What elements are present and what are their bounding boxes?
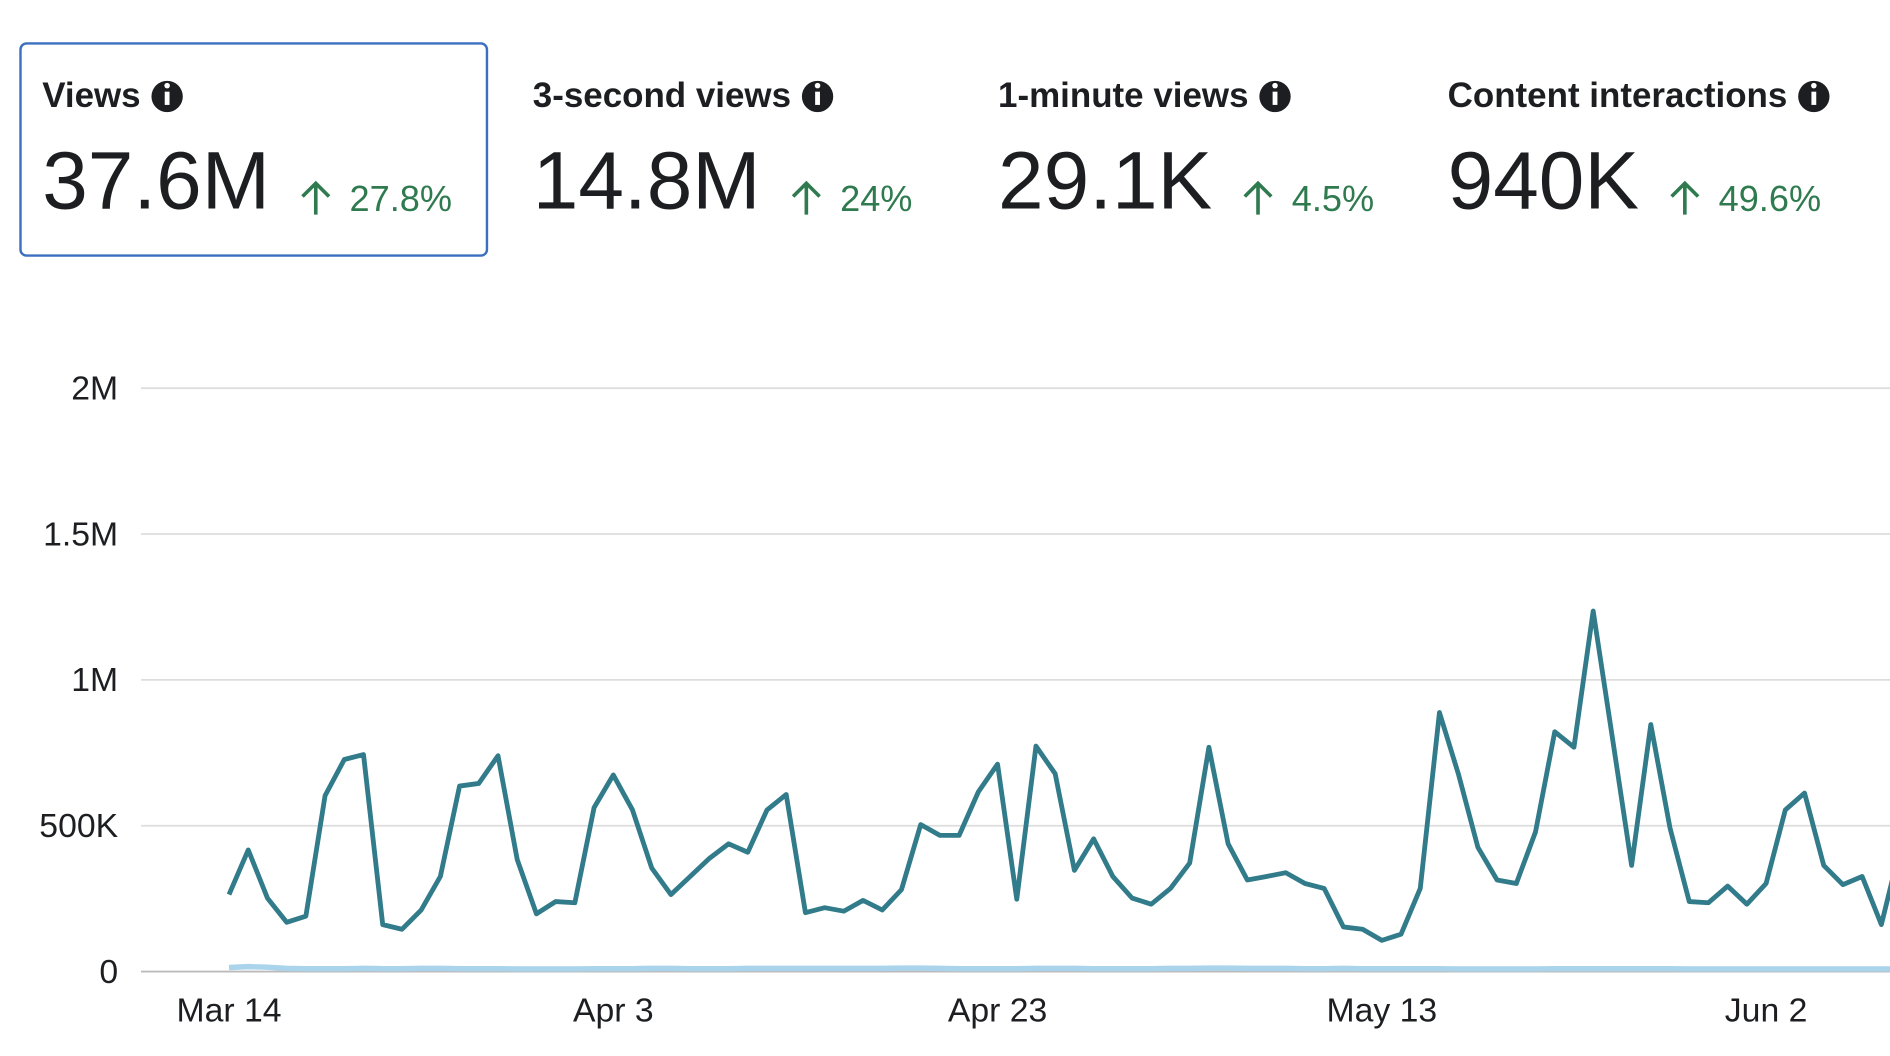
up-arrow [791, 180, 821, 215]
info-icon-dot [814, 82, 821, 89]
metric-value: 37.6M [42, 136, 270, 227]
info-icon-stem [164, 91, 170, 105]
y-tick-label: 1.5M [43, 515, 118, 553]
series-line [226, 608, 1890, 943]
x-tick-label: Apr 23 [948, 991, 1047, 1029]
x-tick-label: May 13 [1326, 991, 1437, 1029]
metric-label[interactable]: 3-second views [533, 76, 791, 115]
metric-label[interactable]: Views [42, 76, 140, 115]
info-icon-stem [1811, 91, 1817, 105]
info-icon-dot [164, 82, 170, 89]
metric-value: 940K [1448, 136, 1639, 227]
y-tick-label: 0 [99, 953, 118, 991]
metric-label[interactable]: 1-minute views [998, 76, 1248, 115]
up-arrow [301, 180, 331, 215]
metric-change: 24% [840, 178, 912, 219]
metric-change: 27.8% [350, 178, 453, 219]
y-tick-label: 1M [71, 661, 118, 699]
info-icon-stem [1272, 91, 1278, 105]
up-arrow [1243, 180, 1273, 215]
up-arrow [1670, 180, 1700, 215]
metric-change: 49.6% [1719, 178, 1822, 219]
info-icon-stem [815, 91, 820, 105]
info-icon-dot [1811, 82, 1817, 89]
x-tick-label: Apr 3 [573, 991, 654, 1029]
metric-value: 14.8M [533, 136, 761, 227]
y-tick-label: 2M [71, 370, 118, 408]
metric-label[interactable]: Content interactions [1448, 76, 1788, 115]
info-icon-dot [1272, 82, 1278, 89]
metric-value: 29.1K [998, 136, 1212, 227]
selected-card[interactable] [19, 42, 489, 257]
x-tick-label: Jun 2 [1725, 991, 1808, 1029]
metric-change: 4.5% [1292, 178, 1374, 219]
x-tick-label: Mar 14 [176, 991, 281, 1029]
series-line [228, 963, 1890, 972]
y-tick-label: 500K [39, 807, 118, 845]
